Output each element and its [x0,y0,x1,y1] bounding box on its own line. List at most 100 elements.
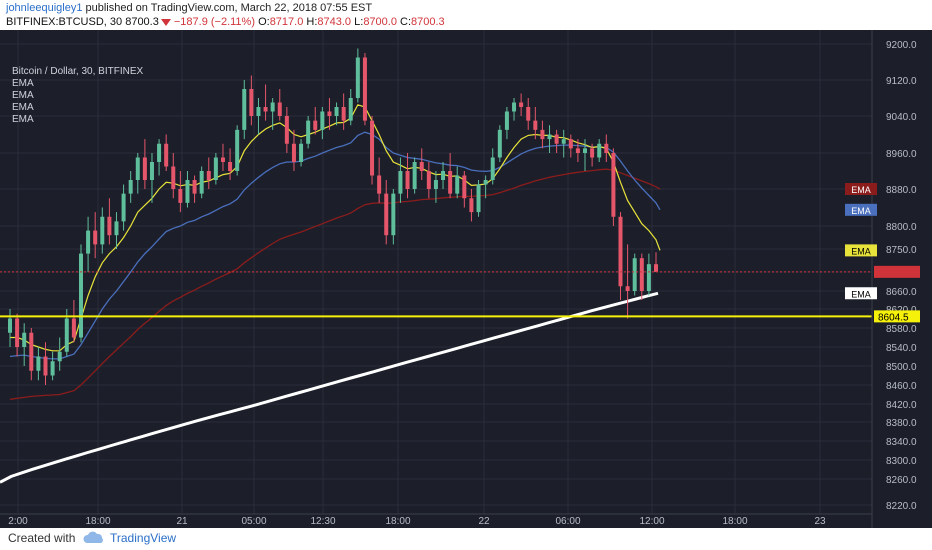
high-label: H: [306,16,318,28]
candle-body-7 [57,351,62,362]
candle-body-34 [249,89,254,116]
price-tick-8: 8540.0 [886,343,917,354]
hline-tag: 8604.5 [878,312,909,323]
candle-body-28 [206,171,211,180]
ema-tag-2: EMA [851,246,871,256]
candle-body-14 [107,216,112,236]
candle-body-62 [448,171,453,194]
ema-tag-bg-2 [845,244,877,257]
candle-body-79 [568,139,573,149]
low-label: L: [354,16,364,28]
ema-tag-bg-3 [845,287,877,300]
candle-body-33 [242,89,247,130]
price-change: −187.9 (−2.11%) [173,16,255,28]
candle-body-64 [462,175,467,199]
price-chart[interactable]: 8220.0 8260.0 8300.0 8340.0 8380.0 8420.0 8460… [0,30,932,528]
time-tick-0: 2:00 [8,516,28,527]
candle-body-71 [512,102,517,112]
candle-body-13 [100,216,105,245]
time-tick-10: 23 [814,516,826,527]
price-tick-9: 8580.0 [886,324,917,335]
close-value: 8700.3 [411,16,445,28]
price-tick-11: 8660.0 [886,287,917,298]
candle-body-3 [29,332,34,371]
candle-body-19 [142,157,147,180]
candle-body-26 [192,180,197,194]
candle-body-32 [235,129,240,171]
publish-text: published on TradingView.com, March 22, … [82,2,373,14]
ema-tag-0: EMA [851,185,871,195]
candle-body-57 [412,162,417,189]
candle-body-61 [441,171,446,180]
candle-body-89 [639,258,644,291]
candle-body-43 [313,120,318,130]
chart-area[interactable]: 8220.0 8260.0 8300.0 8340.0 8380.0 8420.0 8460… [0,30,932,528]
candle-body-50 [362,57,367,121]
candle-body-55 [398,171,403,194]
candle-body-18 [135,157,140,180]
candle-body-74 [533,120,538,130]
time-tick-1: 18:00 [85,516,110,527]
candle-body-47 [341,107,346,121]
candle-body-81 [583,148,588,153]
price-tick-13: 8750.0 [886,245,917,256]
candle-body-70 [504,111,509,130]
candle-body-1 [15,318,20,347]
candle-body-49 [355,57,360,98]
candle-body-27 [199,171,204,194]
price-tick-14: 8800.0 [886,222,917,233]
chart-header: johnleequigley1 published on TradingView… [0,0,932,30]
time-tick-8: 12:00 [639,516,664,527]
candle-body-42 [306,120,311,144]
hline-tag-bg [874,310,920,323]
candle-body-58 [419,162,424,171]
candle-body-22 [164,143,169,167]
candle-body-8 [64,318,69,352]
candle-body-76 [547,134,552,140]
candle-body-56 [405,171,410,189]
author-link[interactable]: johnleequigley1 [6,2,83,14]
price-tick-7: 8500.0 [886,362,917,373]
ema-slow-line [9,168,661,400]
candle-body-41 [299,143,304,162]
price-tick-4: 8380.0 [886,418,917,429]
candle-body-91 [654,264,658,272]
grid-lines [0,30,872,514]
symbol-info: BITFINEX:BTCUSD, 30 8700.3 −187.9 (−2.11%… [6,16,445,28]
candle-body-0 [8,318,12,333]
legend-ema-1[interactable]: EMA [12,78,34,89]
candle-body-38 [277,102,282,116]
candle-body-73 [526,107,531,121]
candle-body-37 [270,102,275,112]
candle-body-65 [469,198,474,213]
ema-long-line [0,291,659,484]
candle-body-36 [263,107,268,112]
close-label: C: [400,16,412,28]
candle-body-59 [426,171,431,189]
price-tick-16: 8960.0 [886,149,917,160]
tradingview-brand-link[interactable]: TradingView [110,531,177,545]
price-tick-6: 8460.0 [886,381,917,392]
legend-ema-2[interactable]: EMA [12,90,34,101]
symbol-label: BITFINEX:BTCUSD, 30 [6,16,123,28]
time-tick-3: 05:00 [241,516,266,527]
publish-info: johnleequigley1 published on TradingView… [6,2,372,14]
candle-body-45 [327,111,332,116]
price-axis[interactable]: 8220.0 8260.0 8300.0 8340.0 8380.0 8420.0 8460… [845,30,920,528]
ema-lines [0,104,661,484]
candle-body-83 [597,143,602,158]
legend-ema-4[interactable]: EMA [12,114,34,125]
legend-ema-3[interactable]: EMA [12,102,34,113]
candle-body-25 [185,180,190,203]
candle-body-5 [43,356,48,376]
candle-body-82 [590,148,595,158]
candle-body-75 [540,129,545,140]
price-tick-1: 8260.0 [886,475,917,486]
time-axis[interactable]: 2:00 18:00 21 05:00 12:30 18:00 22 06:00 12:00 18… [0,513,872,527]
ema-tag-1: EMA [851,206,871,216]
candle-body-52 [377,175,382,194]
ema-tag-bg-0 [845,183,877,195]
candle-body-53 [384,193,389,236]
candle-body-90 [646,264,651,291]
time-tick-9: 18:00 [722,516,747,527]
